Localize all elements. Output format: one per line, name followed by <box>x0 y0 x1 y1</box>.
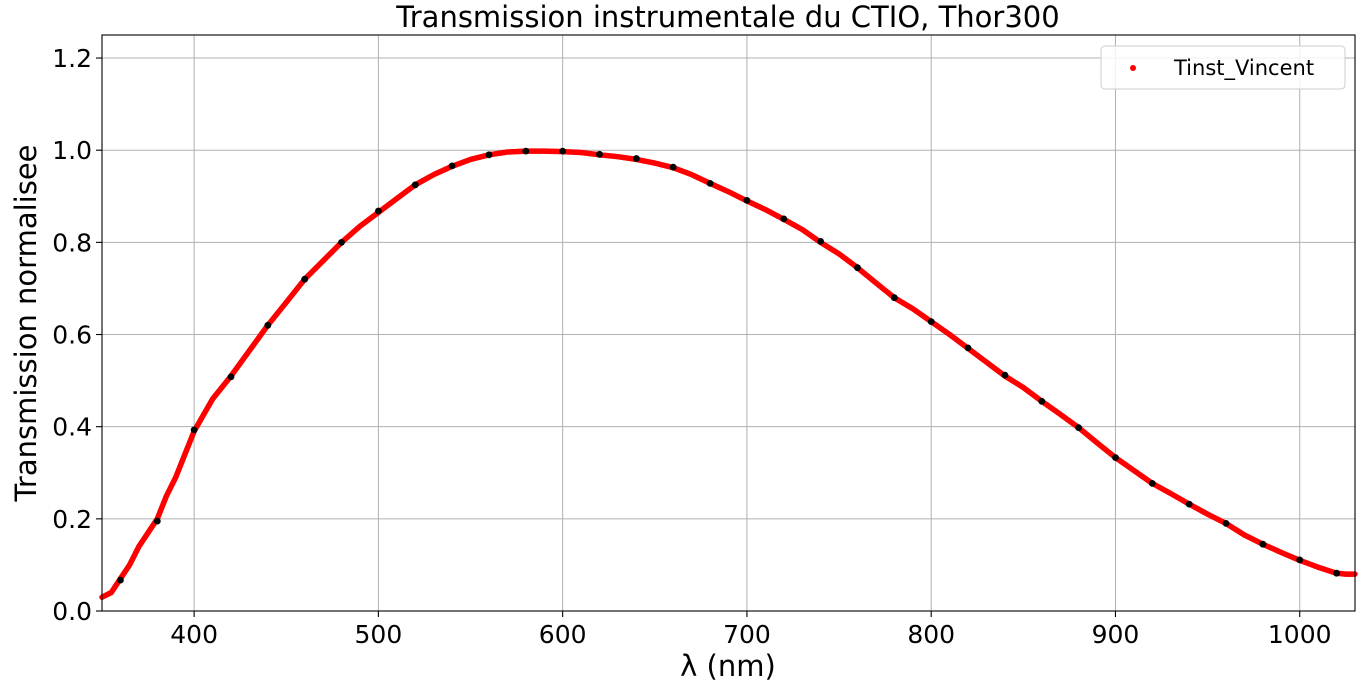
y-axis-ticks: 0.0 0.2 0.4 0.6 0.8 1.0 1.2 <box>52 44 102 626</box>
red-data-point <box>200 412 206 418</box>
x-tick-label: 400 <box>170 620 218 649</box>
black-data-point <box>375 207 382 215</box>
black-data-point <box>264 321 272 329</box>
black-data-point <box>1222 520 1230 527</box>
black-data-point <box>927 318 935 325</box>
x-tick-label: 1000 <box>1268 620 1332 649</box>
red-data-point <box>216 388 222 394</box>
grid-lines <box>102 35 1355 612</box>
y-tick-label: 0.0 <box>52 597 92 626</box>
black-data-point <box>190 426 198 434</box>
black-data-point <box>706 180 714 187</box>
black-data-point <box>227 373 235 381</box>
black-data-point <box>890 294 898 302</box>
red-data-point <box>271 315 277 321</box>
black-data-point <box>780 215 788 223</box>
red-data-point <box>286 295 292 301</box>
x-tick-label: 800 <box>907 620 955 649</box>
legend-label: Tinst_Vincent <box>1173 56 1314 81</box>
legend-box <box>1100 45 1346 90</box>
black-data-point <box>1148 480 1156 487</box>
black-data-point <box>522 147 530 155</box>
black-data-point <box>448 162 456 170</box>
black-data-point <box>338 239 345 246</box>
y-axis-label: Transmission normalisee <box>9 144 43 502</box>
red-data-point <box>213 392 219 398</box>
black-data-point <box>854 264 861 272</box>
red-data-point <box>188 436 194 442</box>
red-data-point <box>277 307 283 313</box>
red-data-point <box>292 288 299 294</box>
red-data-point <box>222 381 228 387</box>
black-data-point <box>1296 556 1304 564</box>
x-tick-label: 600 <box>539 620 587 649</box>
red-data-point <box>259 331 265 337</box>
black-data-point <box>1259 540 1267 548</box>
legend: Tinst_Vincent <box>1100 45 1346 90</box>
red-data-point <box>206 401 213 407</box>
black-data-point <box>1185 500 1193 508</box>
red-data-point <box>249 343 256 349</box>
series-line-tinst-vincent <box>99 148 1358 600</box>
red-data-point <box>234 364 240 371</box>
black-data-point <box>153 517 161 525</box>
red-data-point <box>203 407 209 413</box>
black-data-point <box>669 163 677 171</box>
red-data-point <box>176 467 182 473</box>
black-data-point <box>1038 397 1046 405</box>
black-data-point <box>743 197 751 204</box>
red-data-point <box>274 311 280 317</box>
red-data-point <box>173 474 179 480</box>
y-tick-label: 1.2 <box>52 44 92 73</box>
black-data-point <box>301 275 309 283</box>
legend-marker-icon <box>1130 65 1136 71</box>
red-data-point <box>243 352 249 358</box>
red-data-point <box>246 348 252 354</box>
red-data-point <box>240 356 246 362</box>
plot-frame <box>101 34 1356 612</box>
y-tick-label: 1.0 <box>52 136 92 165</box>
red-data-point <box>295 284 302 290</box>
y-tick-label: 0.8 <box>52 228 92 257</box>
red-data-point <box>253 339 259 345</box>
red-data-point <box>183 447 190 454</box>
black-data-point <box>633 155 640 162</box>
black-data-point <box>1001 371 1009 379</box>
x-tick-label: 700 <box>723 620 771 649</box>
x-tick-label: 500 <box>355 620 403 649</box>
red-data-point <box>160 500 166 507</box>
red-data-point <box>283 299 289 305</box>
red-data-point <box>197 417 203 424</box>
black-data-point <box>1075 424 1082 431</box>
black-data-point <box>1333 569 1340 577</box>
red-data-point <box>219 384 225 391</box>
red-data-point <box>180 455 186 461</box>
black-data-point <box>559 147 567 155</box>
red-data-point <box>231 369 237 375</box>
plot-area <box>99 147 1358 600</box>
black-data-point <box>596 150 603 158</box>
y-tick-label: 0.6 <box>52 321 92 350</box>
red-data-point <box>289 292 295 298</box>
red-data-point <box>157 508 163 514</box>
x-tick-label: 900 <box>1092 620 1140 649</box>
black-data-point <box>1112 454 1119 461</box>
black-data-point <box>485 151 493 159</box>
red-data-point <box>256 335 262 341</box>
y-tick-label: 0.4 <box>52 413 92 442</box>
red-data-point <box>237 360 243 366</box>
red-data-point <box>280 303 286 309</box>
chart-title: Transmission instrumentale du CTIO, Thor… <box>395 0 1059 34</box>
x-axis-label: λ (nm) <box>680 649 776 681</box>
black-data-point <box>964 344 972 352</box>
red-data-point <box>210 396 216 402</box>
black-data-point <box>411 181 419 189</box>
black-data-point <box>817 238 824 245</box>
x-axis-ticks: 400 500 600 700 800 900 1000 <box>170 611 1332 649</box>
black-data-point <box>117 576 124 584</box>
y-tick-label: 0.2 <box>52 505 92 534</box>
